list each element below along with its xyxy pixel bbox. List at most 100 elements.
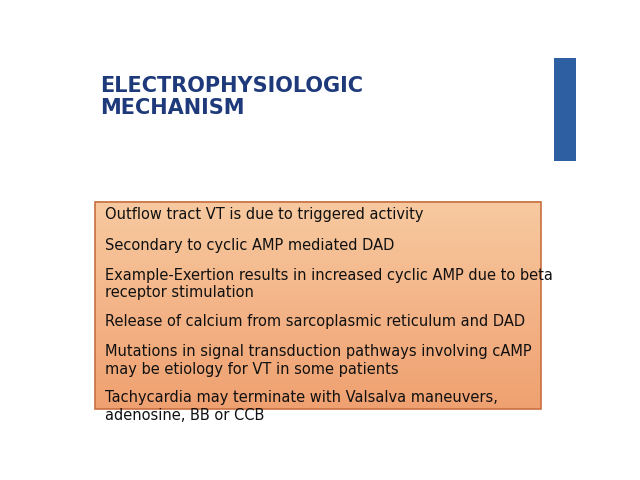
Bar (95, 267, 541, 270)
Bar (95, 340, 541, 343)
Bar (95, 346, 541, 348)
Bar (95, 321, 541, 324)
Bar (95, 352, 541, 355)
Text: Tachycardia may terminate with Valsalva maneuvers,
adenosine, BB or CCB: Tachycardia may terminate with Valsalva … (105, 390, 498, 423)
Bar (95, 344, 541, 347)
Bar (95, 269, 541, 272)
Bar (95, 259, 541, 262)
Bar (95, 404, 541, 407)
Bar (95, 327, 541, 330)
Text: Mutations in signal transduction pathways involving cAMP
may be etiology for VT : Mutations in signal transduction pathway… (105, 344, 531, 377)
Bar (95, 271, 541, 274)
Bar (95, 400, 541, 403)
Bar (95, 381, 541, 384)
Bar (95, 292, 541, 295)
Bar (95, 226, 541, 228)
Bar (95, 377, 541, 380)
Bar (95, 276, 541, 278)
Bar (95, 387, 541, 390)
Bar (95, 286, 541, 288)
Bar (95, 205, 541, 208)
Bar (95, 319, 541, 322)
Bar (554, 58, 576, 161)
Bar (95, 224, 541, 227)
Bar (95, 391, 541, 394)
Bar (95, 247, 541, 249)
Bar (95, 369, 541, 372)
Bar (95, 211, 541, 214)
Bar (95, 203, 541, 206)
Bar (95, 214, 541, 216)
Bar (95, 282, 541, 285)
Bar (95, 284, 541, 287)
Bar (95, 358, 541, 361)
Bar (95, 356, 541, 359)
Text: Secondary to cyclic AMP mediated DAD: Secondary to cyclic AMP mediated DAD (105, 238, 394, 252)
Bar (95, 348, 541, 351)
Bar (95, 290, 541, 293)
Bar (95, 397, 541, 400)
Bar (95, 202, 541, 409)
Bar (95, 232, 541, 235)
Bar (95, 288, 541, 291)
Bar (95, 385, 541, 388)
Bar (95, 217, 541, 220)
Bar (95, 331, 541, 334)
Bar (95, 302, 541, 305)
Bar (95, 350, 541, 353)
Bar (95, 240, 541, 243)
Bar (95, 209, 541, 212)
Bar (95, 216, 541, 218)
Bar (95, 265, 541, 268)
Bar (95, 228, 541, 231)
Text: Example-Exertion results in increased cyclic AMP due to beta
receptor stimulatio: Example-Exertion results in increased cy… (105, 268, 553, 300)
Bar (95, 360, 541, 363)
Text: Outflow tract VT is due to triggered activity: Outflow tract VT is due to triggered act… (105, 207, 423, 222)
Bar (95, 396, 541, 398)
Bar (95, 342, 541, 345)
Text: ELECTROPHYSIOLOGIC
MECHANISM: ELECTROPHYSIOLOGIC MECHANISM (100, 76, 363, 119)
Bar (95, 238, 541, 241)
Bar (95, 389, 541, 392)
Bar (95, 337, 541, 340)
Bar (95, 367, 541, 370)
Bar (95, 309, 541, 312)
Bar (95, 244, 541, 247)
Bar (95, 354, 541, 357)
Bar (95, 323, 541, 326)
Bar (95, 251, 541, 253)
Bar (95, 325, 541, 328)
Bar (95, 274, 541, 276)
Bar (95, 315, 541, 318)
Bar (95, 402, 541, 405)
Bar (95, 280, 541, 282)
Bar (95, 242, 541, 245)
Bar (95, 336, 541, 338)
Bar (95, 296, 541, 299)
Bar (95, 362, 541, 365)
Bar (95, 236, 541, 239)
Bar (95, 255, 541, 258)
Bar (95, 257, 541, 260)
Bar (95, 334, 541, 336)
Bar (95, 220, 541, 222)
Bar (95, 234, 541, 237)
Bar (95, 371, 541, 373)
Bar (95, 379, 541, 382)
Bar (95, 249, 541, 252)
Bar (95, 263, 541, 266)
Bar (95, 373, 541, 376)
Bar (95, 207, 541, 210)
Bar (95, 311, 541, 313)
Bar (95, 317, 541, 320)
Bar (95, 307, 541, 310)
Bar (95, 375, 541, 378)
Bar (95, 300, 541, 303)
Bar (95, 253, 541, 255)
Bar (95, 294, 541, 297)
Bar (95, 406, 541, 409)
Bar (95, 222, 541, 225)
Text: Release of calcium from sarcoplasmic reticulum and DAD: Release of calcium from sarcoplasmic ret… (105, 314, 525, 329)
Bar (95, 261, 541, 264)
Bar (95, 364, 541, 367)
